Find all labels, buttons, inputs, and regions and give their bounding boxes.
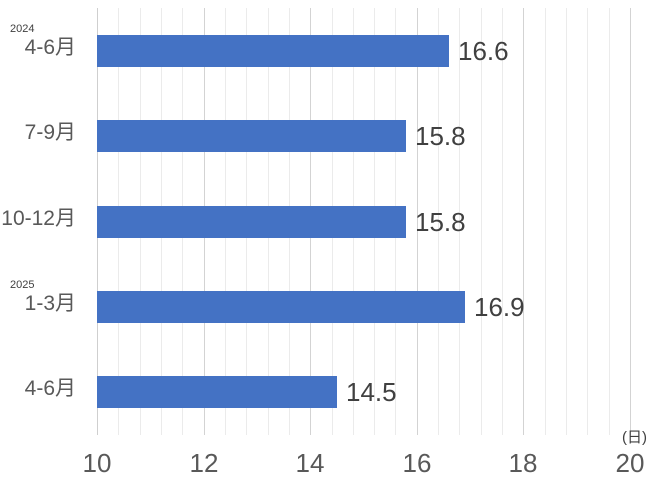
bar-value-label: 16.9 xyxy=(474,292,525,322)
x-axis-unit-label: (日) xyxy=(622,429,647,446)
gridline-minor xyxy=(566,8,567,435)
x-axis-tick-label: 10 xyxy=(82,448,112,478)
x-axis-tick-label: 16 xyxy=(402,448,432,478)
gridline-minor xyxy=(438,8,439,435)
gridline-minor xyxy=(459,8,460,435)
bar-value-label: 15.8 xyxy=(415,207,466,237)
bar xyxy=(97,206,406,238)
x-axis-tick-label: 12 xyxy=(189,448,219,478)
category-label: 7-9月 xyxy=(24,121,76,144)
category-label: 4-6月 xyxy=(24,36,76,59)
bar-value-label: 16.6 xyxy=(458,36,509,66)
bar-value-label: 15.8 xyxy=(415,121,466,151)
bar-value-label: 14.5 xyxy=(346,377,397,407)
x-axis-tick-label: 20 xyxy=(615,448,645,478)
category-label: 1-3月 xyxy=(24,292,76,315)
bar xyxy=(97,376,337,408)
year-label: 2025 xyxy=(10,279,35,291)
x-axis-tick-label: 14 xyxy=(295,448,325,478)
gridline-major xyxy=(630,8,631,435)
year-label: 2024 xyxy=(10,23,35,35)
gridline-major xyxy=(417,8,418,435)
gridline-minor xyxy=(587,8,588,435)
bar xyxy=(97,291,465,323)
bar xyxy=(97,120,406,152)
gridline-minor xyxy=(609,8,610,435)
x-axis-tick-label: 18 xyxy=(508,448,538,478)
gridline-minor xyxy=(481,8,482,435)
bar xyxy=(97,35,449,67)
gridline-major xyxy=(523,8,524,435)
category-label: 10-12月 xyxy=(1,207,76,230)
category-label: 4-6月 xyxy=(24,377,76,400)
gridline-minor xyxy=(545,8,546,435)
gridline-minor xyxy=(502,8,503,435)
